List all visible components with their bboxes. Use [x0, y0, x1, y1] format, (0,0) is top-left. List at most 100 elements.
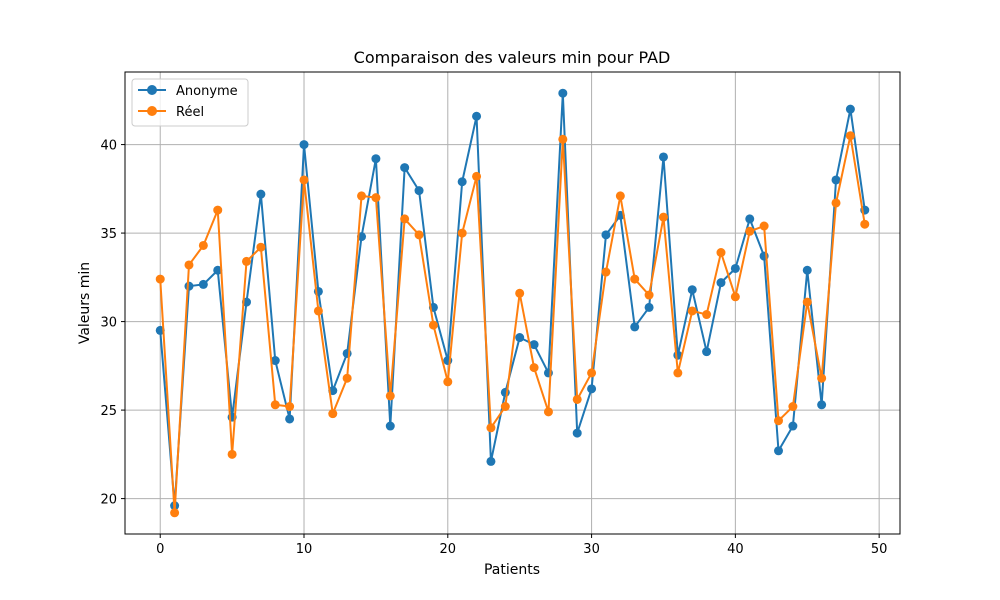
- data-point-reel: [385, 391, 395, 401]
- data-point-anonyme: [285, 414, 295, 424]
- data-point-reel: [529, 363, 539, 373]
- x-tick-label: 50: [871, 542, 888, 557]
- data-point-anonyme: [184, 281, 194, 291]
- grid: [125, 72, 900, 534]
- data-point-reel: [213, 205, 223, 215]
- legend-marker-anonyme: [147, 85, 157, 95]
- x-tick-label: 40: [727, 542, 744, 557]
- data-point-anonyme: [400, 163, 410, 173]
- data-point-anonyme: [601, 230, 611, 240]
- data-point-reel: [184, 260, 194, 270]
- data-point-reel: [558, 134, 568, 144]
- data-point-anonyme: [198, 279, 208, 289]
- plot-frame: [124, 71, 901, 535]
- data-point-reel: [342, 373, 352, 383]
- data-point-reel: [644, 290, 654, 300]
- data-point-reel: [428, 320, 438, 330]
- data-point-reel: [702, 310, 712, 320]
- data-point-reel: [227, 449, 237, 459]
- data-point-anonyme: [371, 154, 381, 164]
- x-tick-label: 10: [296, 542, 313, 557]
- y-tick-label: 25: [100, 404, 117, 419]
- ticks: 0 10 20 30 40 50 20 25 30 35 40: [100, 139, 887, 557]
- data-point-anonyme: [730, 263, 740, 273]
- data-point-anonyme: [702, 347, 712, 357]
- data-point-reel: [788, 402, 798, 412]
- data-point-reel: [730, 292, 740, 302]
- data-point-reel: [515, 288, 525, 298]
- data-point-reel: [357, 191, 367, 201]
- data-point-reel: [831, 198, 841, 208]
- data-point-anonyme: [270, 356, 280, 366]
- data-point-reel: [572, 394, 582, 404]
- data-point-anonyme: [774, 446, 784, 456]
- data-point-reel: [400, 214, 410, 224]
- data-point-reel: [486, 423, 496, 433]
- series-line-anonyme: [159, 92, 866, 507]
- x-axis-title: Patients: [484, 562, 540, 578]
- data-point-reel: [285, 402, 295, 412]
- data-point-reel: [587, 368, 597, 378]
- data-point-anonyme: [472, 111, 482, 121]
- data-point-reel: [745, 226, 755, 236]
- legend-label-anonyme: Anonyme: [176, 84, 238, 99]
- data-point-reel: [774, 416, 784, 426]
- x-tick-label: 20: [440, 542, 457, 557]
- data-point-reel: [500, 402, 510, 412]
- chart-title: Comparaison des valeurs min pour PAD: [354, 48, 671, 67]
- data-point-anonyme: [658, 152, 668, 162]
- data-point-reel: [601, 267, 611, 277]
- data-point-anonyme: [299, 140, 309, 150]
- data-point-reel: [443, 377, 453, 387]
- data-point-anonyme: [213, 265, 223, 275]
- data-point-reel: [256, 242, 266, 252]
- data-point-anonyme: [558, 88, 568, 98]
- data-point-reel: [630, 274, 640, 284]
- data-point-reel: [658, 212, 668, 222]
- data-point-anonyme: [687, 285, 697, 295]
- data-point-anonyme: [385, 421, 395, 431]
- data-point-reel: [472, 171, 482, 181]
- data-point-reel: [313, 306, 323, 316]
- data-point-reel: [241, 256, 251, 266]
- data-point-anonyme: [644, 302, 654, 312]
- legend-marker-reel: [147, 106, 157, 116]
- data-point-anonyme: [745, 214, 755, 224]
- data-point-anonyme: [572, 428, 582, 438]
- series-anonyme: [155, 88, 870, 511]
- data-point-reel: [270, 400, 280, 410]
- data-point-anonyme: [831, 175, 841, 185]
- y-tick-label: 35: [100, 227, 117, 242]
- data-point-anonyme: [817, 400, 827, 410]
- data-point-reel: [673, 368, 683, 378]
- legend: Anonyme Réel: [131, 78, 249, 127]
- series: [155, 88, 870, 518]
- data-point-reel: [716, 248, 726, 258]
- data-point-anonyme: [845, 104, 855, 114]
- data-point-reel: [817, 373, 827, 383]
- data-point-reel: [155, 274, 165, 284]
- x-tick-label: 0: [156, 542, 164, 557]
- x-tick-label: 30: [583, 542, 600, 557]
- data-point-reel: [687, 306, 697, 316]
- data-point-anonyme: [529, 340, 539, 350]
- data-point-reel: [198, 240, 208, 250]
- data-point-reel: [299, 175, 309, 185]
- data-point-reel: [845, 131, 855, 141]
- data-point-anonyme: [716, 278, 726, 288]
- data-point-anonyme: [486, 456, 496, 466]
- y-tick-label: 40: [100, 139, 117, 154]
- data-point-anonyme: [802, 265, 812, 275]
- y-tick-label: 30: [100, 316, 117, 331]
- data-point-anonyme: [414, 186, 424, 196]
- data-point-reel: [802, 297, 812, 307]
- data-point-anonyme: [256, 189, 266, 199]
- data-point-reel: [170, 508, 180, 518]
- data-point-anonyme: [788, 421, 798, 431]
- data-point-anonyme: [630, 322, 640, 332]
- legend-label-reel: Réel: [176, 105, 204, 120]
- data-point-reel: [328, 409, 338, 419]
- data-point-reel: [759, 221, 769, 231]
- data-point-reel: [860, 219, 870, 229]
